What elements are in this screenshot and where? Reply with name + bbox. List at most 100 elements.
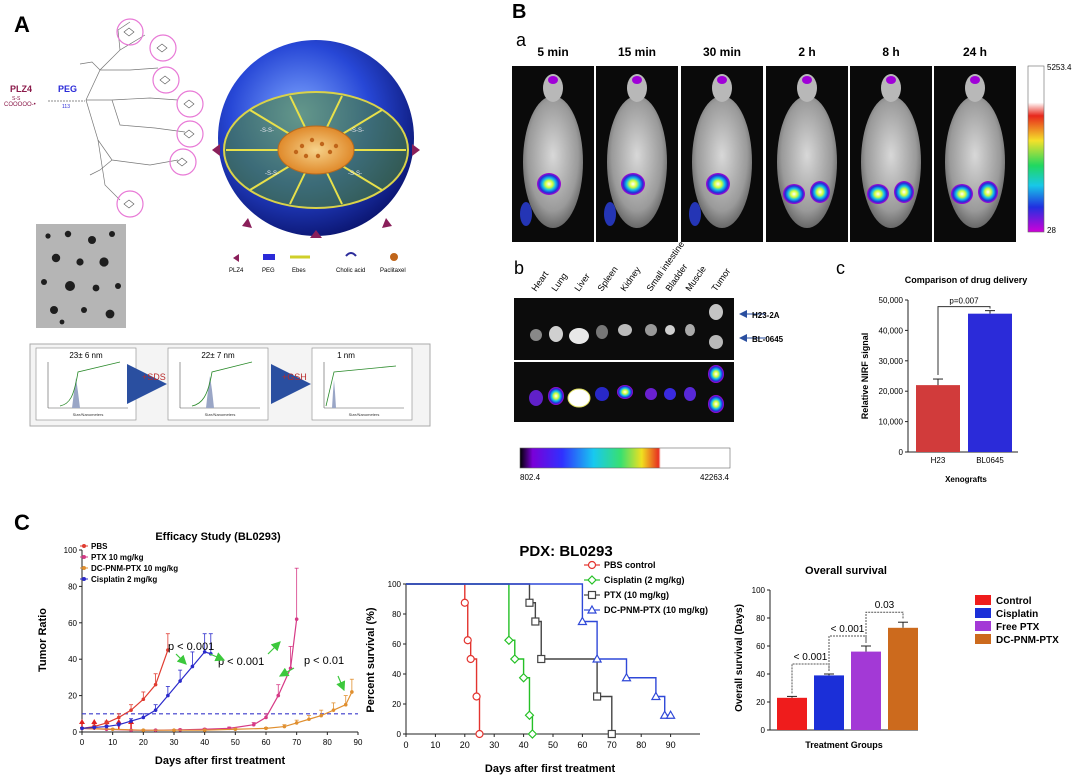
- x-axis-title: Treatment Groups: [805, 740, 883, 750]
- plz4-legend-icon: [233, 254, 239, 262]
- data-point: [282, 724, 287, 729]
- km-marker: [577, 616, 588, 626]
- bar-bl0645: [968, 313, 1012, 452]
- significance-bracket: [937, 306, 991, 376]
- panel-label-a: A: [14, 12, 30, 37]
- x-tick-label: 80: [636, 740, 646, 750]
- data-point: [202, 728, 207, 732]
- dls-axis-label-1: Size/Nanometers: [73, 412, 104, 417]
- significance-bracket: [865, 611, 904, 643]
- legend-label: Free PTX: [996, 622, 1040, 633]
- data-point: [117, 715, 121, 720]
- y-tick-label: 60: [68, 619, 77, 628]
- x-tick-label: 0: [80, 738, 85, 747]
- data-point: [166, 648, 170, 652]
- x-tick-label: 40: [200, 738, 209, 747]
- legend-item-ebes: Ebes: [292, 268, 306, 274]
- x-axis-title: Days after first treatment: [155, 755, 286, 767]
- x-tick-label: 90: [666, 740, 676, 750]
- timepoint-label: 24 h: [963, 45, 987, 59]
- bar-free-ptx: [851, 651, 881, 730]
- km-marker: [504, 635, 514, 646]
- polymer-structure-diagram: PLZ4 S-S COOOOO-• PEG 113: [4, 18, 204, 218]
- legend-label: DC-PNM-PTX 10 mg/kg: [91, 564, 178, 573]
- bar-dc-pnm-ptx: [888, 627, 918, 730]
- x-tick-label: 20: [139, 738, 148, 747]
- series-line: [81, 691, 353, 731]
- x-tick-label: H23: [931, 456, 946, 465]
- mouse-head: [627, 74, 647, 102]
- y-tick-label: 0: [397, 730, 402, 739]
- data-point: [141, 697, 146, 702]
- x-tick-label: 0: [403, 740, 408, 750]
- y-tick-label: 20: [392, 700, 401, 709]
- tumor-signal: [783, 184, 805, 204]
- y-tick-label: 40: [756, 670, 765, 679]
- timepoint-label: 2 h: [798, 45, 815, 59]
- km-step-line: [406, 583, 671, 716]
- mouse-head-signal: [548, 76, 558, 84]
- overall-survival-bar-chart: Overall survival 0 20 40 60 80 100 < 0.001 < 0.0…: [734, 565, 1059, 750]
- dls-panel-1: 23± 6 nm Size/Nanometers: [35, 347, 137, 421]
- bar-cisplatin: [814, 675, 844, 730]
- data-point: [233, 727, 238, 732]
- legend-item-peg: PEG: [262, 268, 275, 274]
- x-tick-label: 90: [354, 738, 363, 747]
- scale-max-label: 5253.4: [1047, 63, 1072, 72]
- km-marker: [463, 636, 472, 645]
- tumor-signal: [978, 181, 998, 203]
- scale-min-label: 28: [1047, 226, 1056, 235]
- chem-chain-label: COOOOO-•: [4, 102, 36, 108]
- legend-label: DC-PNM-PTX: [996, 635, 1059, 646]
- mouse-head: [881, 74, 901, 102]
- y-tick-label: 10,000: [879, 418, 904, 427]
- legend-swatch: [975, 621, 991, 631]
- mouse-head-signal: [717, 76, 727, 84]
- x-tick-label: 70: [292, 738, 301, 747]
- legend-swatch: [975, 595, 991, 605]
- tumor-signal: [689, 202, 701, 226]
- x-tick-label: 20: [460, 740, 470, 750]
- mouse-head: [543, 74, 563, 102]
- x-tick-label: 80: [323, 738, 332, 747]
- km-marker: [592, 692, 602, 701]
- legend-swatch: [975, 608, 991, 618]
- pointer-arrow-icon: [175, 653, 187, 665]
- sub-panel-label-c: c: [836, 258, 845, 278]
- nirf-bar-chart: Comparison of drug delivery 0 10,000 20,000…: [860, 275, 1027, 484]
- data-point: [110, 727, 115, 732]
- data-point: [166, 693, 170, 698]
- data-point: [178, 679, 182, 683]
- legend-label: PBS: [91, 542, 108, 551]
- y-tick-label: 0: [73, 728, 78, 737]
- y-tick-label: 60: [392, 640, 401, 649]
- timepoint-label: 8 h: [882, 45, 899, 59]
- x-tick-label: 30: [170, 738, 179, 747]
- data-point: [129, 708, 133, 712]
- y-tick-label: 100: [752, 586, 766, 595]
- tumor-signal: [810, 181, 830, 203]
- km-marker: [659, 710, 670, 719]
- y-tick-label: 40,000: [879, 326, 904, 335]
- efficacy-line-chart: Efficacy Study (BL0293) 0 20 40 60 80 100 0 10 20…: [37, 531, 363, 767]
- legend-label: DC-PNM-PTX (10 mg/kg): [604, 605, 708, 615]
- legend-item-plz4: PLZ4: [229, 268, 244, 274]
- x-tick-label: 10: [430, 740, 440, 750]
- tumor-signal: [867, 184, 889, 204]
- data-point: [350, 690, 354, 694]
- svg-text:-S-S-: -S-S-: [260, 128, 274, 134]
- organ-label: Spleen: [595, 264, 619, 293]
- ex-vivo-color-scale: 802.4 42263.4: [519, 447, 731, 482]
- bar-min-label: 802.4: [520, 473, 541, 482]
- data-point: [153, 682, 158, 687]
- dls-panel-3: 1 nm Size/Nanometers: [311, 347, 413, 421]
- sub-panel-label-a: a: [516, 30, 527, 50]
- svg-text:-S-S-: -S-S-: [348, 171, 362, 177]
- dls-size-label-3: 1 nm: [337, 351, 355, 360]
- km-marker: [607, 729, 616, 739]
- y-axis-title: Overall survival (Days): [734, 604, 745, 712]
- data-point: [92, 725, 97, 730]
- mouse-body: [607, 96, 667, 228]
- in-vivo-imaging-series: 5 min 15 min 30 min 2 h 8 h 24 h: [512, 45, 1016, 242]
- data-point: [276, 693, 281, 698]
